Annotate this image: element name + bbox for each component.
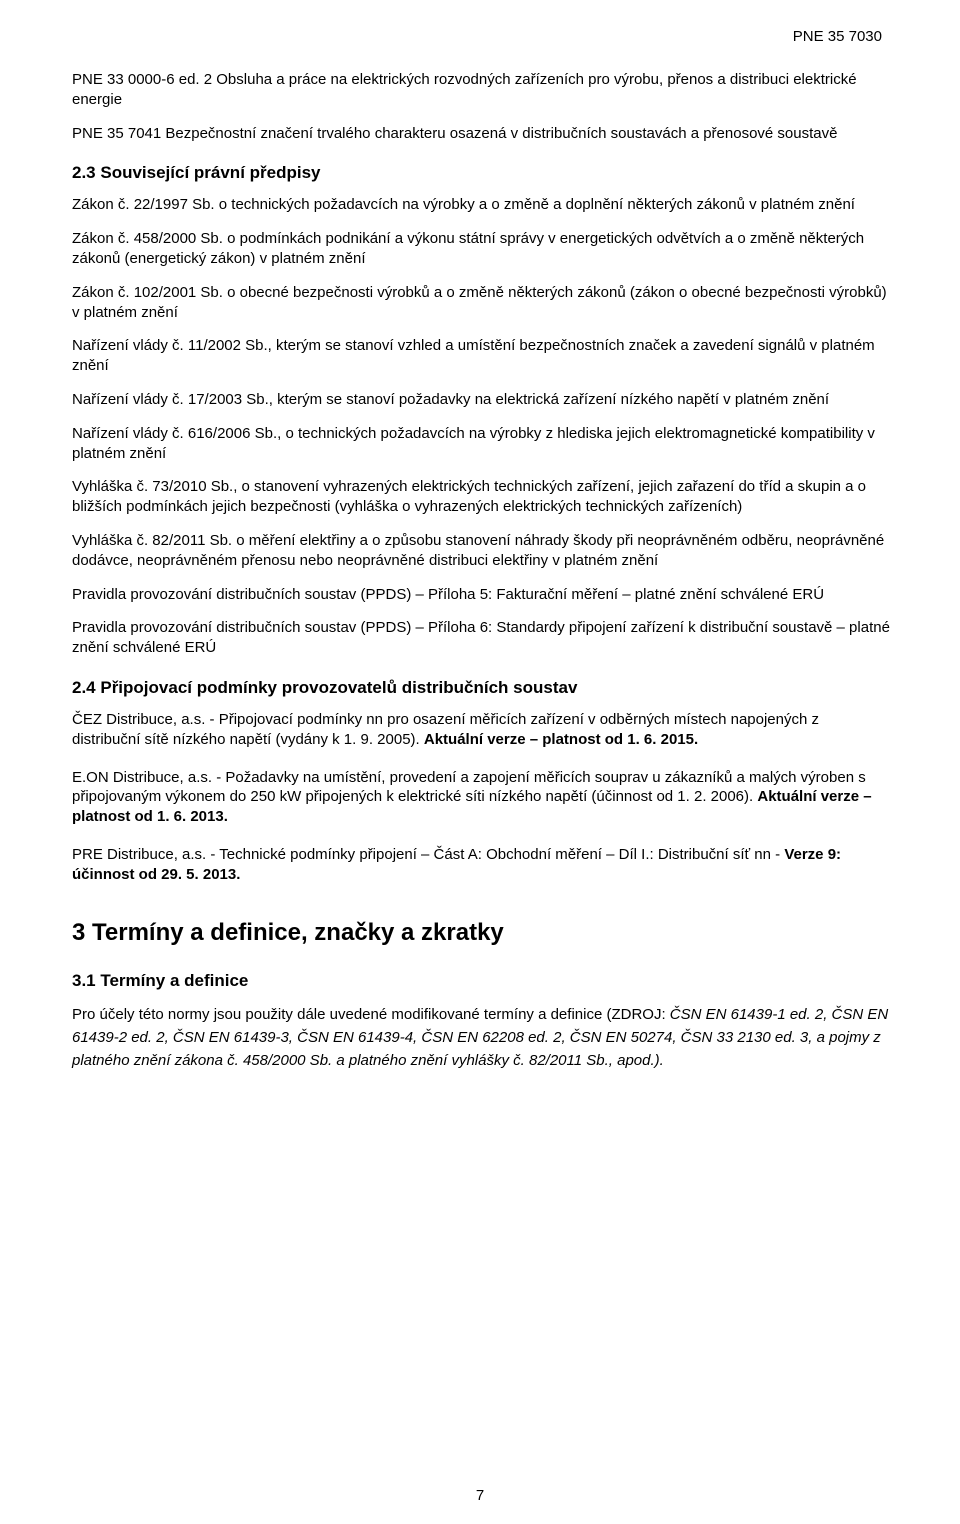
page: PNE 35 7030 PNE 33 0000-6 ed. 2 Obsluha … bbox=[0, 0, 960, 1524]
paragraph: Pro účely této normy jsou použity dále u… bbox=[72, 1003, 890, 1073]
paragraph: PNE 33 0000-6 ed. 2 Obsluha a práce na e… bbox=[72, 70, 890, 110]
paragraph: Nařízení vlády č. 17/2003 Sb., kterým se… bbox=[72, 390, 890, 410]
text-run: E.ON Distribuce, a.s. - Požadavky na umí… bbox=[72, 769, 866, 806]
paragraph: Pravidla provozování distribučních soust… bbox=[72, 585, 890, 605]
paragraph: PNE 35 7041 Bezpečnostní značení trvaléh… bbox=[72, 124, 890, 144]
text-run: Pro účely této normy jsou použity dále u… bbox=[72, 1006, 670, 1023]
section-heading-3: 3 Termíny a definice, značky a zkratky bbox=[72, 919, 890, 947]
paragraph: Pravidla provozování distribučních soust… bbox=[72, 618, 890, 658]
paragraph: Nařízení vlády č. 616/2006 Sb., o techni… bbox=[72, 424, 890, 464]
section-heading-2-3: 2.3 Související právní předpisy bbox=[72, 163, 890, 183]
paragraph: E.ON Distribuce, a.s. - Požadavky na umí… bbox=[72, 768, 890, 827]
section-heading-2-4: 2.4 Připojovací podmínky provozovatelů d… bbox=[72, 678, 890, 698]
paragraph: Vyhláška č. 82/2011 Sb. o měření elektři… bbox=[72, 531, 890, 571]
header-code: PNE 35 7030 bbox=[793, 28, 882, 45]
text-run-bold: Aktuální verze – platnost od 1. 6. 2015. bbox=[424, 731, 698, 748]
paragraph: PRE Distribuce, a.s. - Technické podmínk… bbox=[72, 845, 890, 885]
paragraph: Vyhláška č. 73/2010 Sb., o stanovení vyh… bbox=[72, 477, 890, 517]
paragraph: ČEZ Distribuce, a.s. - Připojovací podmí… bbox=[72, 710, 890, 750]
paragraph: Zákon č. 22/1997 Sb. o technických požad… bbox=[72, 195, 890, 215]
paragraph: Nařízení vlády č. 11/2002 Sb., kterým se… bbox=[72, 336, 890, 376]
paragraph: Zákon č. 102/2001 Sb. o obecné bezpečnos… bbox=[72, 283, 890, 323]
page-number: 7 bbox=[0, 1487, 960, 1504]
paragraph: Zákon č. 458/2000 Sb. o podmínkách podni… bbox=[72, 229, 890, 269]
text-run: PRE Distribuce, a.s. - Technické podmínk… bbox=[72, 846, 784, 863]
section-heading-3-1: 3.1 Termíny a definice bbox=[72, 971, 890, 991]
